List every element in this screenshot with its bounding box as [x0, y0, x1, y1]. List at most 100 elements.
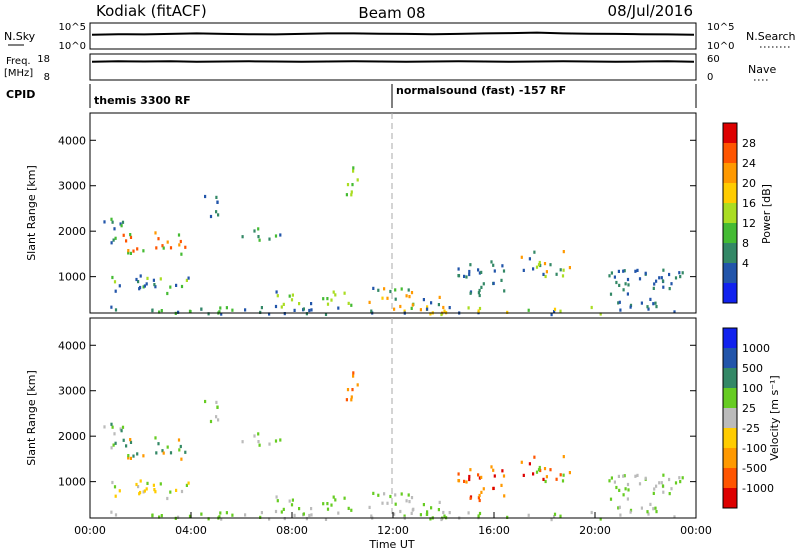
data-cell: [610, 476, 613, 480]
data-cell: [561, 479, 565, 483]
data-cell: [166, 445, 169, 449]
data-cell: [465, 275, 468, 279]
data-cell: [145, 487, 148, 491]
colorbar-tick-label: 24: [742, 157, 756, 170]
data-cell: [145, 282, 148, 286]
data-cell: [618, 488, 621, 492]
data-cell: [426, 512, 429, 516]
data-cell: [559, 309, 562, 313]
data-cell: [467, 511, 470, 515]
data-cell: [626, 482, 630, 487]
data-cell: [217, 213, 220, 217]
data-cell: [419, 513, 422, 517]
data-cell: [599, 517, 602, 521]
data-cell: [419, 308, 422, 312]
data-cell: [478, 288, 481, 293]
data-cell: [189, 310, 192, 314]
data-cell: [538, 465, 541, 470]
data-cell: [662, 473, 665, 477]
data-cell: [219, 511, 222, 515]
data-cell: [132, 454, 135, 458]
data-cell: [617, 301, 620, 305]
colorbar-tick-label: -1000: [742, 482, 774, 495]
data-cell: [166, 496, 169, 501]
data-cell: [122, 233, 125, 237]
data-cell: [136, 247, 139, 251]
data-cell: [138, 492, 141, 496]
data-cell: [161, 449, 164, 453]
data-cell: [549, 263, 552, 267]
data-cell: [562, 473, 565, 477]
data-cell: [282, 302, 285, 306]
colorbar-segment: [723, 488, 737, 509]
data-cell: [622, 493, 625, 497]
data-cell: [225, 306, 228, 310]
data-cell: [468, 474, 471, 479]
data-cell: [550, 518, 553, 522]
colorbar-segment: [723, 163, 737, 184]
data-cell: [646, 305, 649, 309]
data-cell: [207, 312, 210, 316]
data-cell: [146, 276, 149, 280]
data-cell: [310, 308, 313, 312]
data-cell: [673, 515, 676, 519]
data-cell: [112, 443, 115, 447]
data-cell: [403, 309, 406, 313]
data-cell: [244, 308, 247, 312]
data-cell: [478, 306, 482, 311]
x-tick-label: 12:00: [377, 524, 409, 537]
power-y-axis: 1000 2000 3000 4000: [58, 134, 696, 284]
data-cell: [644, 271, 647, 275]
data-cell: [241, 235, 244, 239]
data-cell: [143, 284, 146, 288]
data-cell: [157, 237, 160, 241]
data-cell: [127, 249, 130, 253]
data-cell: [501, 469, 504, 473]
data-cell: [617, 474, 620, 478]
data-cell: [468, 269, 471, 274]
data-cell: [539, 468, 542, 473]
data-cell: [139, 274, 142, 278]
data-cell: [652, 302, 655, 306]
data-cell: [411, 303, 414, 307]
data-cell: [111, 480, 114, 485]
data-cell: [160, 309, 163, 313]
data-cell: [260, 306, 263, 310]
data-cell: [408, 295, 411, 299]
data-cell: [618, 283, 621, 287]
colorbar-segment: [723, 203, 737, 224]
data-cell: [678, 271, 681, 275]
data-cell: [169, 490, 172, 494]
data-cell: [465, 480, 468, 484]
data-cell: [139, 479, 142, 483]
data-cell: [114, 513, 118, 517]
data-cell: [467, 306, 470, 310]
data-cell: [110, 217, 113, 221]
data-cell: [469, 263, 472, 267]
data-cell: [177, 233, 181, 237]
data-cell: [629, 303, 633, 307]
nsearch-label: N.Search: [746, 30, 796, 43]
data-cell: [410, 306, 413, 310]
data-cell: [668, 272, 671, 277]
data-cell: [469, 496, 472, 500]
data-cell: [127, 454, 130, 458]
data-cell: [553, 512, 557, 516]
cpid-label: CPID: [6, 88, 35, 101]
data-cell: [478, 271, 481, 275]
data-cell: [293, 513, 296, 517]
data-cell: [219, 306, 222, 310]
colorbar-frame: [722, 327, 738, 509]
data-cell: [217, 418, 220, 422]
velocity-data-cells: [103, 371, 684, 522]
data-cell: [670, 487, 673, 491]
data-cell: [520, 255, 523, 259]
data-cell: [175, 488, 178, 492]
data-cell: [157, 442, 160, 446]
data-cell: [166, 291, 169, 296]
data-cell: [624, 487, 627, 491]
data-cell: [257, 227, 260, 231]
data-cell: [162, 451, 165, 455]
x-tick-label: 00:00: [680, 524, 712, 537]
cpid-panel: CPID themis 3300 RF normalsound (fast) -…: [6, 84, 697, 108]
